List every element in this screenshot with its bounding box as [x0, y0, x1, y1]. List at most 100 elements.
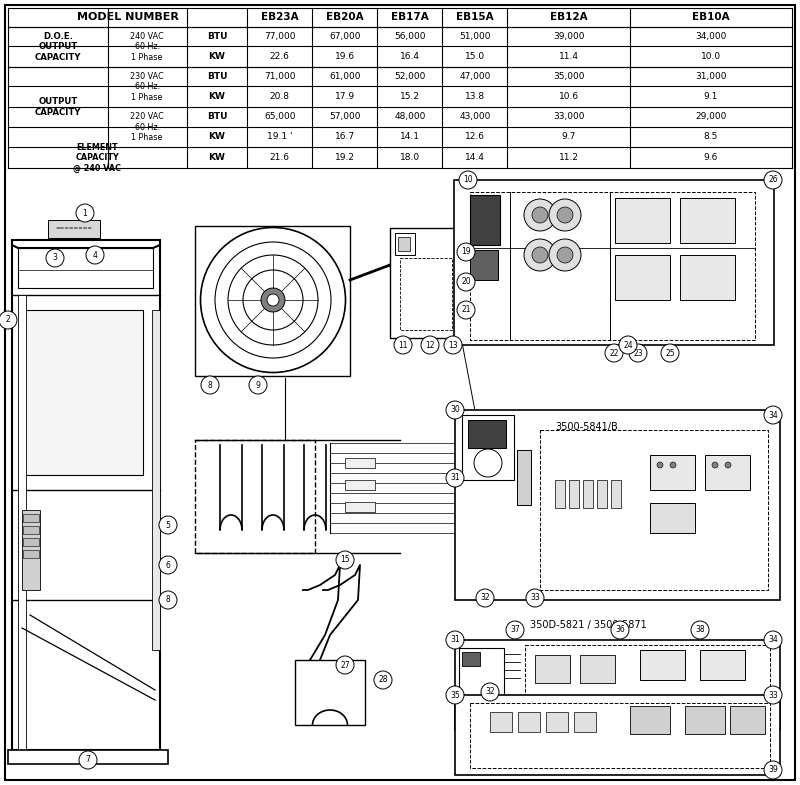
Text: KW: KW: [209, 52, 226, 61]
Text: 12: 12: [426, 341, 434, 349]
Bar: [454, 180, 774, 345]
Text: 14.1: 14.1: [400, 133, 420, 141]
Text: 34,000: 34,000: [695, 32, 726, 41]
Bar: [22, 510, 40, 590]
Text: 16.4: 16.4: [400, 52, 420, 61]
Text: KW: KW: [209, 133, 226, 141]
Text: 28: 28: [378, 676, 388, 685]
Text: 31: 31: [450, 636, 460, 644]
Text: D.O.E.
OUTPUT
CAPACITY: D.O.E. OUTPUT CAPACITY: [34, 32, 81, 62]
Text: 18.0: 18.0: [400, 153, 420, 162]
Text: 36: 36: [615, 626, 625, 634]
Text: 1: 1: [82, 209, 87, 217]
Bar: [23, 526, 39, 534]
Text: 15.0: 15.0: [465, 52, 485, 61]
Bar: [109, 27, 186, 67]
Circle shape: [524, 239, 556, 271]
Bar: [12, 240, 160, 750]
Text: 3: 3: [53, 254, 58, 262]
Bar: [345, 480, 375, 490]
Text: ========: ========: [55, 227, 93, 232]
Text: MODEL NUMBER: MODEL NUMBER: [77, 13, 178, 23]
Bar: [569, 480, 579, 508]
Text: 21: 21: [462, 305, 470, 315]
Circle shape: [661, 344, 679, 362]
Circle shape: [446, 401, 464, 419]
Bar: [470, 250, 498, 280]
Bar: [23, 514, 39, 522]
Text: 16.7: 16.7: [334, 133, 354, 141]
Circle shape: [159, 591, 177, 609]
Bar: [462, 415, 514, 480]
Text: 20: 20: [461, 278, 471, 287]
Bar: [9, 68, 106, 147]
Text: 7: 7: [86, 755, 90, 765]
Bar: [517, 450, 531, 505]
Text: 19: 19: [461, 247, 471, 257]
Text: 4: 4: [93, 250, 98, 260]
Circle shape: [764, 171, 782, 189]
Bar: [546, 712, 568, 732]
Bar: [518, 712, 540, 732]
Bar: [152, 310, 160, 650]
Text: ELEMENT
CAPACITY
@ 240 VAC: ELEMENT CAPACITY @ 240 VAC: [74, 143, 122, 173]
Bar: [615, 198, 670, 243]
Circle shape: [725, 462, 731, 468]
Text: 29,000: 29,000: [695, 112, 726, 122]
Text: 71,000: 71,000: [264, 72, 295, 81]
Circle shape: [457, 273, 475, 291]
Bar: [109, 68, 186, 107]
Text: 26: 26: [768, 176, 778, 184]
Circle shape: [764, 406, 782, 424]
Text: EB20A: EB20A: [326, 13, 363, 23]
Bar: [597, 480, 607, 508]
Text: 31,000: 31,000: [695, 72, 726, 81]
Circle shape: [457, 243, 475, 261]
Text: 22.6: 22.6: [270, 52, 290, 61]
Bar: [295, 660, 365, 725]
Text: 9.7: 9.7: [562, 133, 576, 141]
Circle shape: [524, 199, 556, 231]
Bar: [650, 455, 695, 490]
Text: 32: 32: [485, 688, 495, 696]
Text: 13: 13: [448, 341, 458, 349]
Circle shape: [557, 247, 573, 263]
Text: 17.9: 17.9: [334, 92, 354, 101]
Circle shape: [446, 631, 464, 649]
Circle shape: [481, 683, 499, 701]
Bar: [490, 712, 512, 732]
Text: 35: 35: [450, 691, 460, 699]
Text: 9.1: 9.1: [704, 92, 718, 101]
Bar: [18, 248, 153, 288]
Bar: [685, 706, 725, 734]
Bar: [680, 198, 735, 243]
Bar: [400, 258, 452, 330]
Text: 47,000: 47,000: [459, 72, 490, 81]
Text: 5: 5: [166, 520, 170, 530]
Bar: [540, 430, 768, 590]
Text: 33: 33: [768, 691, 778, 699]
Circle shape: [691, 621, 709, 639]
Bar: [462, 652, 480, 666]
Text: 77,000: 77,000: [264, 32, 295, 41]
Circle shape: [46, 249, 64, 267]
Text: EB17A: EB17A: [391, 13, 429, 23]
Text: 65,000: 65,000: [264, 112, 295, 122]
Text: 39: 39: [768, 765, 778, 775]
Bar: [700, 650, 745, 680]
Text: 350D-5821 / 3500-5871: 350D-5821 / 3500-5871: [530, 620, 646, 630]
Circle shape: [764, 761, 782, 779]
Text: 38: 38: [695, 626, 705, 634]
Circle shape: [159, 556, 177, 574]
Text: 32: 32: [480, 593, 490, 603]
Circle shape: [611, 621, 629, 639]
Text: 35,000: 35,000: [553, 72, 584, 81]
Bar: [23, 538, 39, 546]
Circle shape: [605, 344, 623, 362]
Bar: [8, 750, 168, 764]
Text: 15.2: 15.2: [400, 92, 420, 101]
Bar: [25, 310, 143, 475]
Text: 24: 24: [623, 341, 633, 349]
Circle shape: [336, 656, 354, 674]
Circle shape: [557, 207, 573, 223]
